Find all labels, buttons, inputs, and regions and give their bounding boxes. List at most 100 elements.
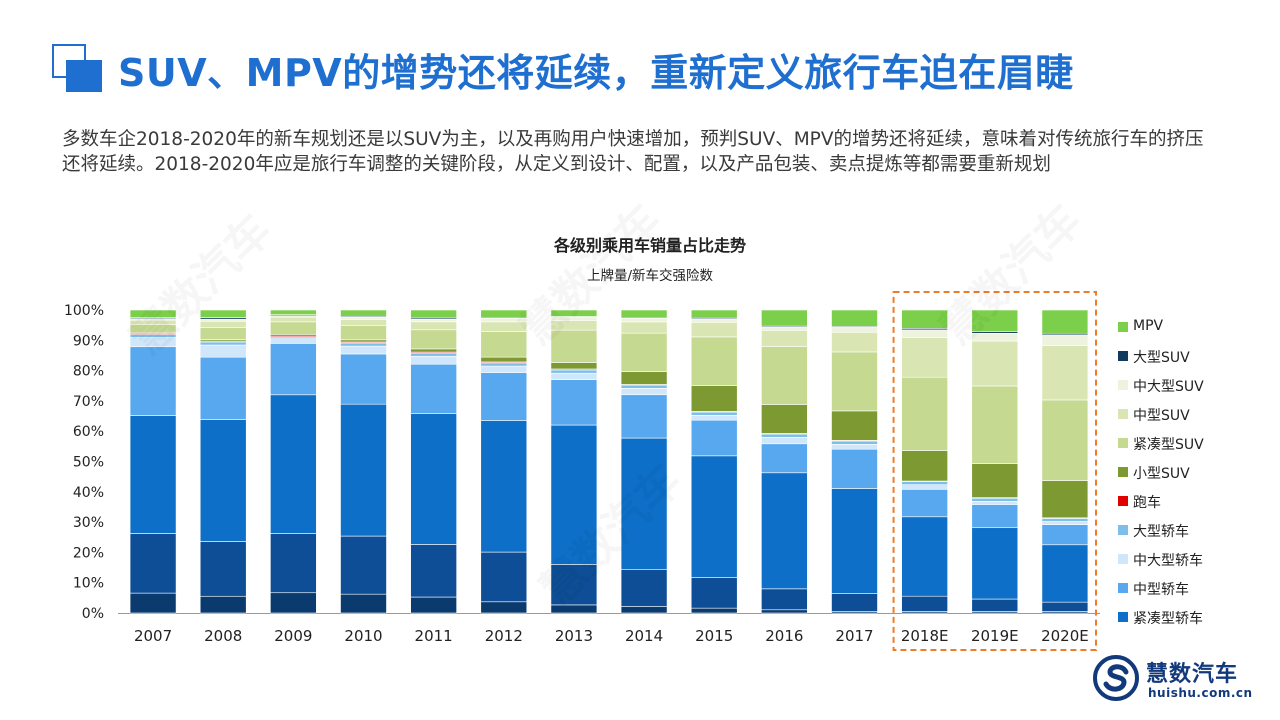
bar-segment xyxy=(550,369,598,374)
bar-segment xyxy=(199,344,247,358)
bar-segment xyxy=(410,363,457,414)
bar-segment xyxy=(129,533,177,594)
bar-segment xyxy=(901,337,948,378)
bar-segment xyxy=(620,371,668,385)
bar-segment xyxy=(690,322,738,338)
title-decoration xyxy=(52,44,108,92)
bar-segment xyxy=(761,588,808,611)
bar-segment xyxy=(831,488,878,594)
bar-segment xyxy=(340,345,387,355)
legend-item: MPV xyxy=(1118,318,1268,336)
x-tick-label: 2009 xyxy=(274,627,312,645)
legend-swatch xyxy=(1118,496,1128,506)
bar-segment xyxy=(129,334,177,338)
legend-label: MPV xyxy=(1133,318,1164,334)
bar-segment xyxy=(340,316,387,320)
bar-segment xyxy=(199,595,247,614)
bar-segment xyxy=(480,362,528,367)
bar-segment xyxy=(690,318,738,323)
bar-segment xyxy=(761,309,808,327)
bar-segment xyxy=(340,325,387,341)
bar-segment xyxy=(620,318,668,323)
bar-segment xyxy=(480,356,528,363)
bar-segment xyxy=(971,309,1019,333)
bar-segment xyxy=(971,385,1019,464)
legend-swatch xyxy=(1118,583,1128,593)
bar-segment xyxy=(1041,518,1089,522)
bar-segment xyxy=(550,329,598,363)
bar-segment xyxy=(129,324,177,333)
bar-segment xyxy=(620,437,668,570)
bar-segment xyxy=(1041,524,1089,546)
x-tick-label: 2008 xyxy=(204,627,242,645)
bar-segment xyxy=(129,309,177,318)
bar-segment xyxy=(831,444,878,450)
bar-segment xyxy=(901,450,948,482)
bar-segment xyxy=(971,497,1019,502)
x-tick-label: 2010 xyxy=(344,627,382,645)
bar-segment xyxy=(971,332,1019,342)
bar-segment xyxy=(761,433,808,438)
bar-segment xyxy=(831,327,878,333)
legend-item: 中型轿车 xyxy=(1118,579,1268,598)
legend-label: 中大型SUV xyxy=(1133,379,1204,395)
bar-segment xyxy=(620,309,668,319)
bar-segment xyxy=(480,318,528,323)
bar-segment xyxy=(971,340,1019,387)
legend-item: 紧凑型轿车 xyxy=(1118,608,1268,627)
bar-segment xyxy=(971,504,1019,529)
y-tick-label: 80% xyxy=(73,364,104,380)
bar-segment xyxy=(410,596,457,614)
brand-name: 慧数汽车 xyxy=(1146,662,1239,687)
bar-segment xyxy=(761,472,808,590)
bar-segment xyxy=(199,419,247,542)
bar-segment xyxy=(480,420,528,553)
bar-segment xyxy=(410,318,457,323)
bar-segment xyxy=(1041,544,1089,603)
chart-title: 各级别乘用车销量占比走势 xyxy=(553,236,746,255)
brand-block: 慧数汽车 huishu.com.cn xyxy=(1092,652,1252,708)
x-tick-label: 2019E xyxy=(971,627,1019,645)
legend-label: 跑车 xyxy=(1133,495,1161,511)
legend-swatch xyxy=(1118,409,1128,419)
bar-segment xyxy=(410,544,457,598)
bar-segment xyxy=(410,309,457,319)
legend-swatch xyxy=(1118,322,1128,332)
bar-segment xyxy=(340,593,387,614)
legend-swatch xyxy=(1118,438,1128,448)
bar-segment xyxy=(831,410,878,441)
bar-segment xyxy=(690,309,738,319)
bar-segment xyxy=(550,309,598,317)
bar-segment xyxy=(480,365,528,373)
legend-item: 紧凑型SUV xyxy=(1118,434,1268,453)
bar-segment xyxy=(761,609,808,614)
y-tick-label: 30% xyxy=(73,515,104,531)
bar-segment xyxy=(831,440,878,445)
bar-segment xyxy=(831,309,878,327)
legend-label: 大型轿车 xyxy=(1133,524,1189,540)
bar-segment xyxy=(270,321,317,335)
bar-segment xyxy=(761,404,808,434)
legend-item: 大型SUV xyxy=(1118,347,1268,366)
bar-segment xyxy=(550,320,598,331)
bar-segment xyxy=(270,316,317,323)
legend-item: 中大型SUV xyxy=(1118,376,1268,395)
bar-segment xyxy=(270,343,317,396)
y-tick-label: 90% xyxy=(73,333,104,349)
x-tick-label: 2015 xyxy=(695,627,733,645)
legend-swatch xyxy=(1118,612,1128,622)
legend-item: 跑车 xyxy=(1118,492,1268,511)
x-tick-label: 2013 xyxy=(555,627,593,645)
bar-segment xyxy=(199,309,247,318)
legend-item: 中型SUV xyxy=(1118,405,1268,424)
y-tick-label: 70% xyxy=(73,394,104,410)
chart-subtitle: 上牌量/新车交强险数 xyxy=(586,268,714,284)
bar-segment xyxy=(831,448,878,489)
bar-segment xyxy=(690,455,738,578)
bar-segment xyxy=(1041,601,1089,612)
x-tick-label: 2007 xyxy=(134,627,172,645)
legend-label: 中大型轿车 xyxy=(1133,553,1203,569)
bar-segment xyxy=(550,564,598,606)
y-tick-label: 40% xyxy=(73,485,104,501)
